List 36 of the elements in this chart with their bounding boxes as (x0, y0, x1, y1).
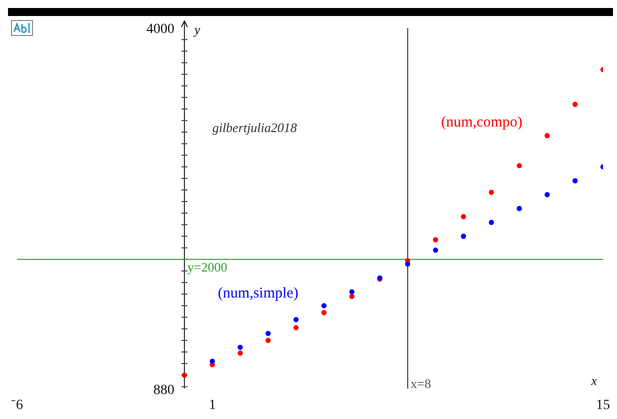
point (349, 289, 354, 294)
ref-line-label: y=2000 (187, 260, 228, 275)
x-axis-title: x (590, 373, 598, 388)
y-tick-label: 4000 (146, 22, 174, 37)
point (488, 220, 494, 225)
x-tick-label: 15 (596, 398, 610, 413)
point (488, 190, 494, 195)
point (349, 294, 354, 300)
ref-line-label: x=8 (410, 376, 432, 391)
point (572, 102, 578, 107)
point (460, 214, 466, 220)
point (516, 206, 522, 212)
point (293, 316, 299, 322)
point (321, 303, 327, 308)
point (405, 261, 410, 267)
annotation: gilbertjulia2018 (212, 120, 298, 136)
point (266, 338, 271, 344)
point (432, 248, 438, 253)
y-tick-label: 880 (153, 383, 174, 398)
point (544, 192, 550, 198)
point (238, 350, 243, 356)
series-label: (num,simple) (218, 286, 298, 302)
point (432, 237, 438, 242)
point (572, 178, 578, 184)
point (321, 310, 327, 316)
point (544, 133, 550, 138)
point (210, 358, 215, 364)
point (266, 330, 271, 336)
point (460, 234, 466, 239)
y-axis-title: y (192, 22, 200, 37)
x-tick-label: ⁻6 (11, 398, 23, 413)
x-tick-label: 1 (208, 398, 216, 413)
point (293, 325, 299, 330)
series-label: (num,compo) (441, 114, 522, 130)
point (516, 163, 522, 168)
point (238, 344, 243, 350)
